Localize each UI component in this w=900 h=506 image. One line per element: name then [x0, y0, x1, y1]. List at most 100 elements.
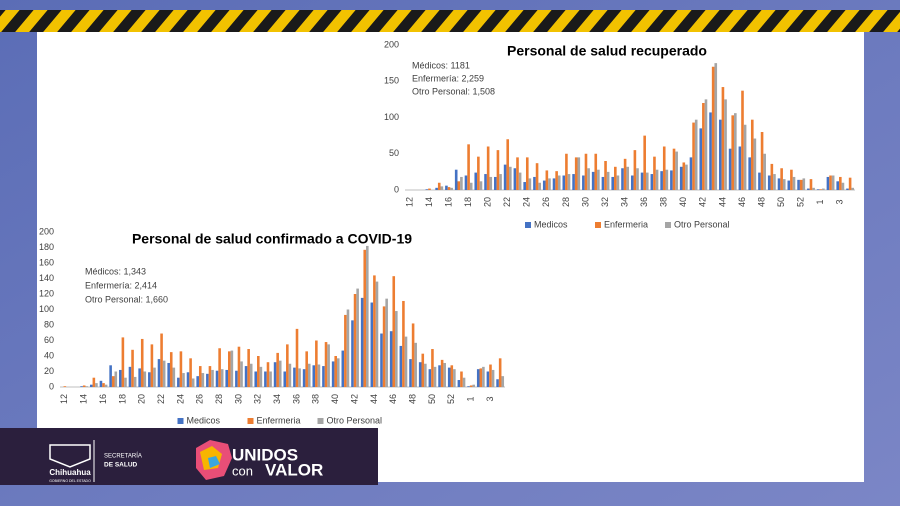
bar: [121, 337, 125, 387]
bar: [758, 172, 761, 190]
bar: [336, 358, 340, 387]
bar: [711, 66, 715, 190]
bar: [645, 172, 649, 190]
bar: [731, 115, 735, 190]
bar: [484, 174, 487, 190]
bar: [346, 309, 350, 387]
bar: [763, 153, 766, 190]
bar: [111, 376, 115, 387]
footer-band: [0, 428, 378, 485]
bar: [331, 361, 335, 387]
x-tick-label: 50: [427, 394, 437, 404]
bar: [486, 371, 490, 387]
bar: [787, 180, 791, 190]
bar: [327, 344, 330, 387]
bar: [317, 364, 321, 387]
bar: [425, 189, 429, 190]
bar: [819, 189, 823, 190]
bar: [276, 352, 279, 387]
bar: [750, 119, 754, 190]
x-tick-label: 1: [815, 199, 825, 204]
bar: [790, 169, 793, 190]
bar: [228, 351, 231, 387]
bar: [385, 298, 388, 387]
bar: [431, 349, 434, 387]
x-tick-label: 20: [483, 197, 493, 207]
bar: [445, 185, 448, 190]
bar: [307, 363, 311, 387]
bar: [675, 151, 678, 190]
bar: [496, 379, 499, 387]
bar: [460, 371, 463, 387]
y-tick-label: 160: [39, 257, 54, 267]
bar: [572, 174, 575, 190]
bar: [829, 175, 832, 190]
bar: [685, 164, 688, 190]
bar: [119, 369, 122, 387]
bar: [562, 175, 566, 190]
bar: [662, 146, 666, 190]
annotation: Médicos: 1181: [412, 60, 470, 70]
bar: [734, 113, 737, 190]
bar: [633, 150, 637, 190]
y-tick-label: 40: [44, 350, 54, 360]
x-tick-label: 18: [463, 197, 473, 207]
x-tick-label: 32: [253, 394, 263, 404]
bar: [218, 348, 221, 387]
bar: [767, 175, 771, 190]
bar: [672, 148, 676, 190]
bar: [143, 371, 147, 387]
bar: [542, 180, 546, 190]
bar: [186, 372, 190, 387]
bar: [109, 365, 112, 387]
bar: [587, 168, 590, 190]
annotation: Médicos: 1,343: [85, 266, 146, 276]
bar: [533, 176, 536, 190]
bar: [665, 169, 669, 190]
bar: [63, 386, 67, 387]
bar: [450, 365, 454, 387]
bar: [177, 377, 180, 387]
bar: [148, 372, 151, 387]
x-tick-label: 32: [600, 197, 610, 207]
legend-label: Otro Personal: [674, 219, 730, 229]
bar: [447, 187, 451, 190]
bar: [344, 314, 347, 387]
bar: [283, 371, 287, 387]
bar: [191, 378, 195, 387]
bar: [616, 175, 620, 190]
bar: [594, 153, 598, 190]
bar: [351, 320, 354, 387]
bar: [574, 157, 578, 190]
x-tick-label: 52: [446, 394, 456, 404]
chart-title: Personal de salud recuperado: [507, 43, 707, 59]
bar: [235, 370, 238, 387]
bar: [709, 112, 712, 190]
bar: [138, 368, 141, 387]
bar: [689, 157, 693, 190]
x-tick-label: 26: [541, 197, 551, 207]
bar: [356, 288, 359, 387]
bar: [724, 99, 727, 190]
legend-label: Medicos: [534, 219, 568, 229]
bar: [702, 103, 705, 190]
bar: [162, 360, 166, 387]
bar: [760, 132, 764, 190]
x-tick-label: 3: [485, 396, 495, 401]
bar: [494, 176, 497, 190]
bar: [450, 187, 453, 190]
x-tick-label: 20: [137, 394, 147, 404]
y-tick-label: 60: [44, 335, 54, 345]
bar: [721, 87, 725, 190]
x-tick-label: 36: [639, 197, 649, 207]
bar: [714, 63, 718, 190]
bar: [584, 153, 588, 190]
bar: [486, 146, 490, 190]
bar: [131, 349, 134, 387]
bar: [567, 174, 571, 190]
x-tick-label: 46: [388, 394, 398, 404]
footer: Chihuahua GOBIERNO DEL ESTADO SECRETARÍA…: [0, 428, 378, 485]
slogan-1: UNIDOS: [232, 445, 298, 464]
x-tick-label: 16: [443, 197, 453, 207]
bar: [518, 172, 522, 190]
